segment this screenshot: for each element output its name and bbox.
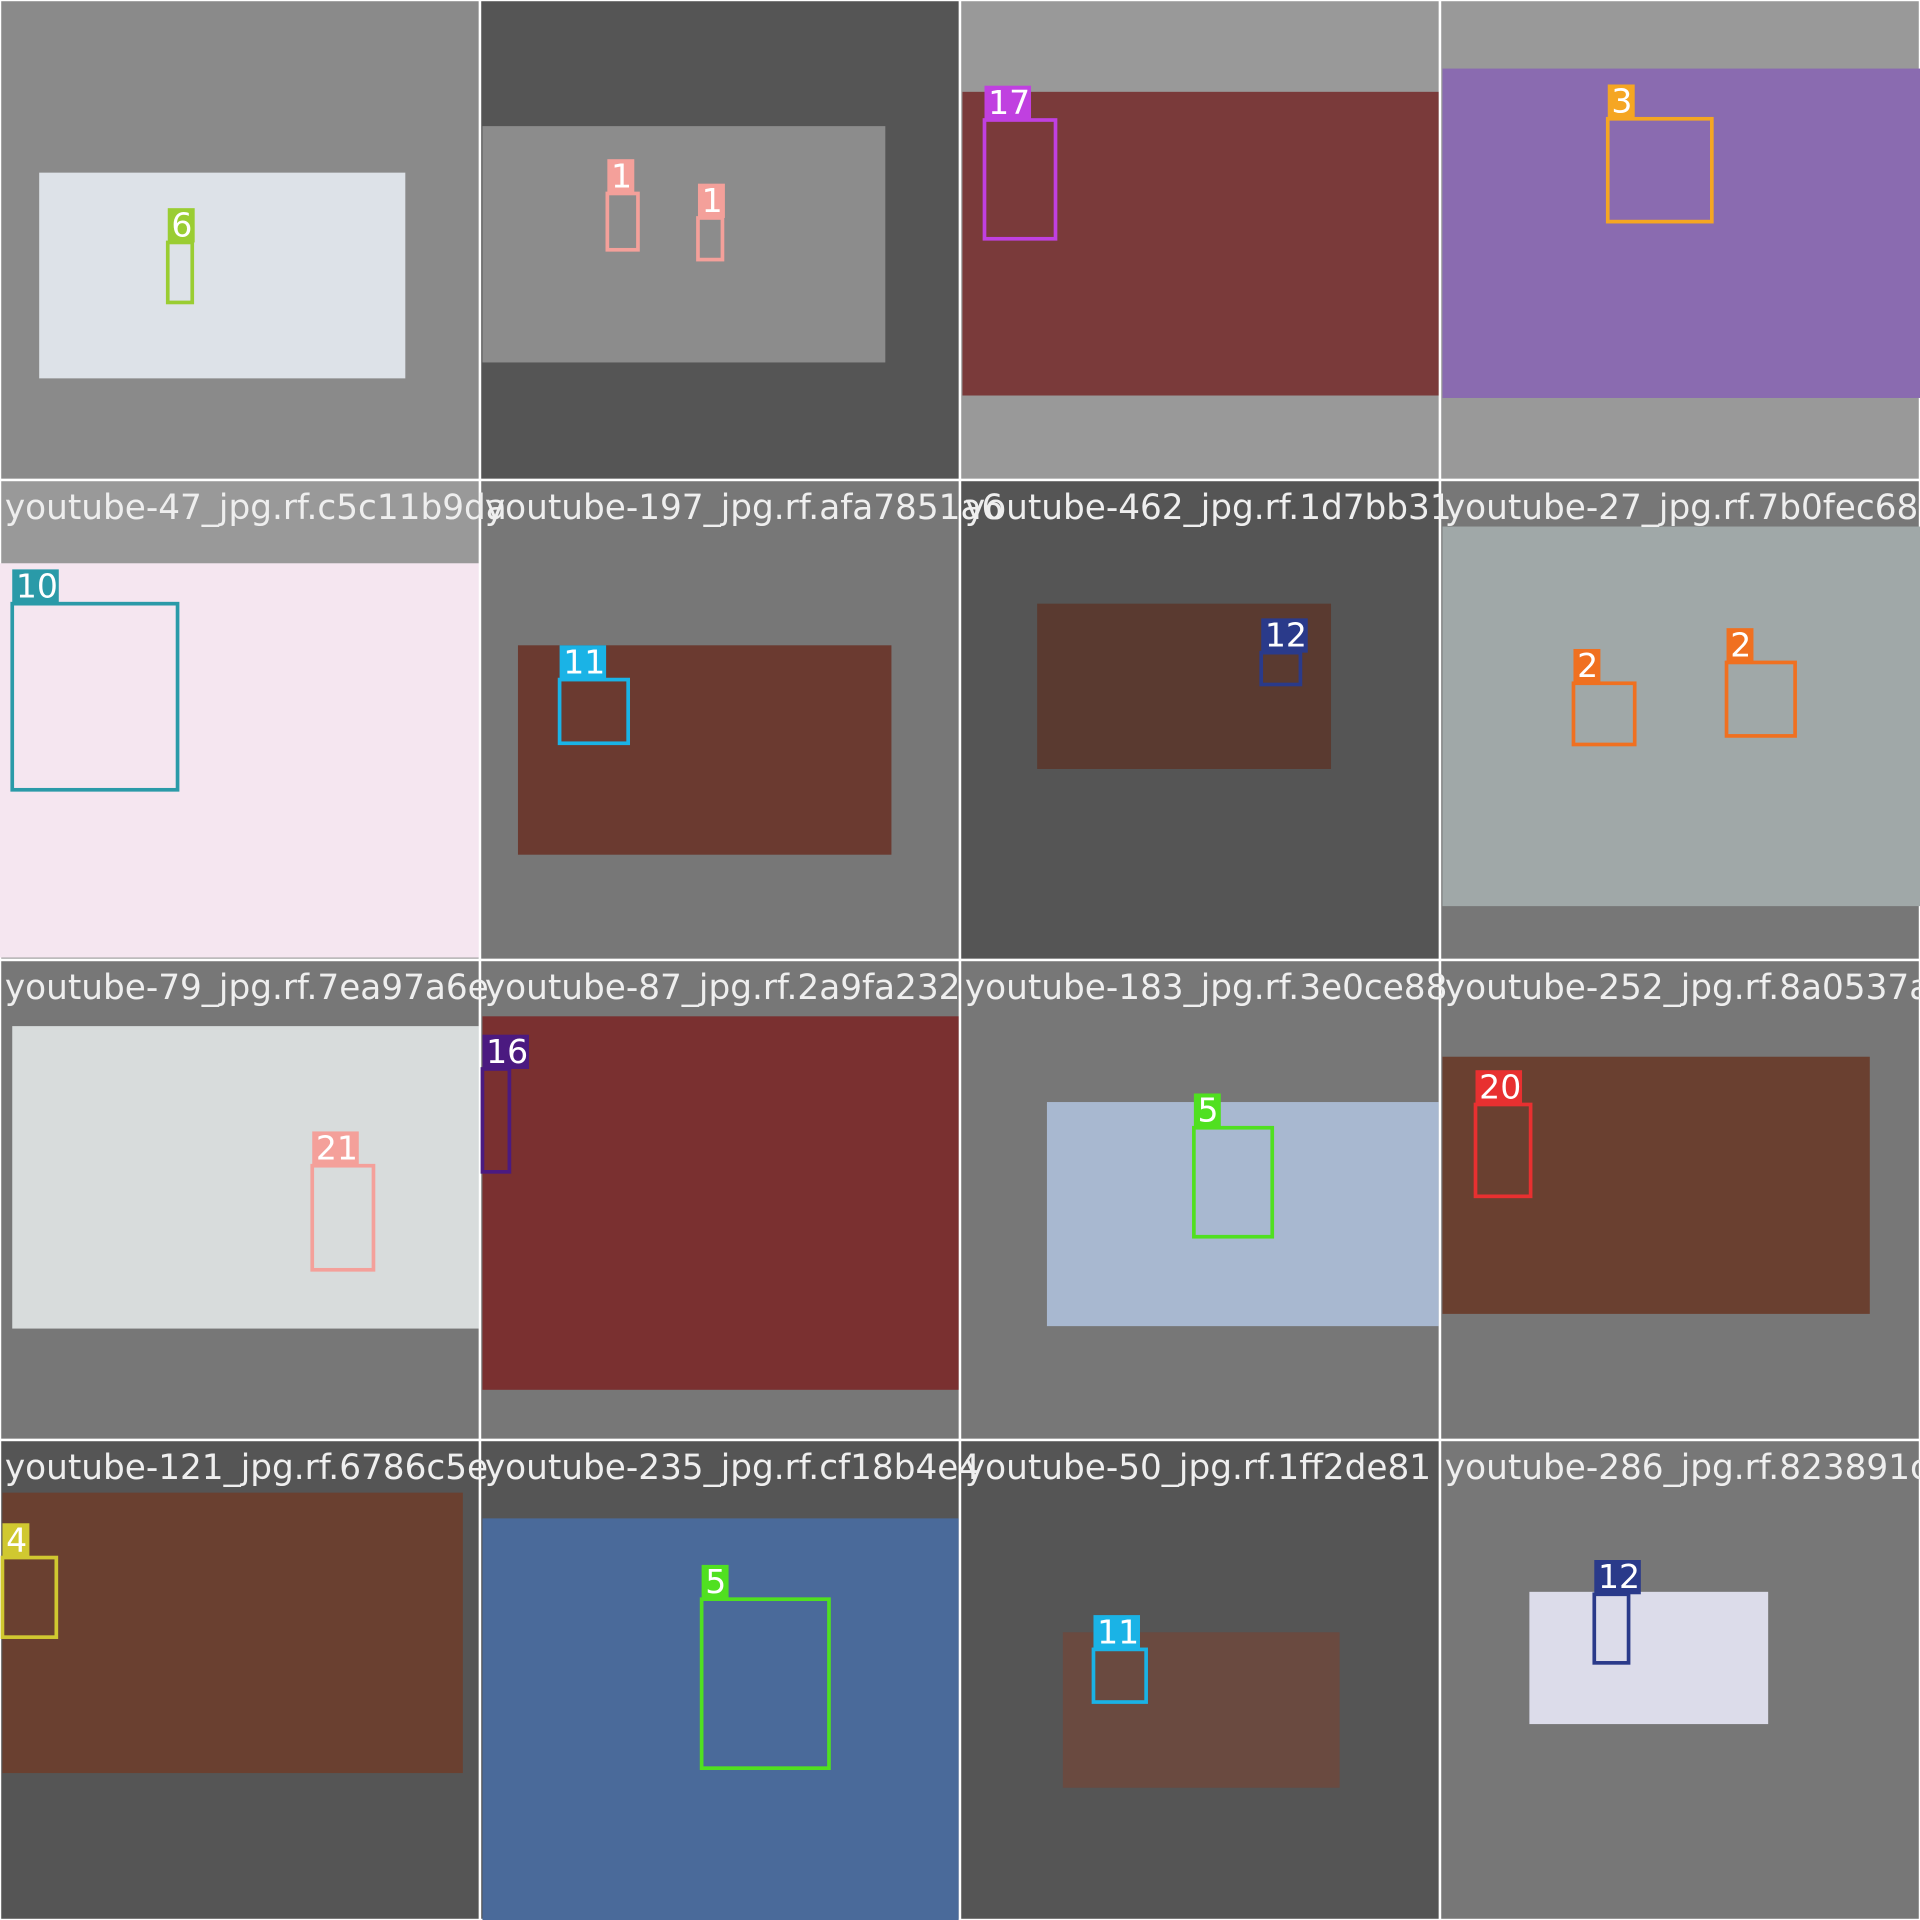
filename: youtube-252_jpg.rf.8a0537a0	[1445, 968, 1920, 1008]
box-label: 17	[988, 83, 1030, 122]
filename: youtube-286_jpg.rf.823891c	[1445, 1448, 1920, 1488]
filename: youtube-183_jpg.rf.3e0ce88	[965, 968, 1448, 1008]
bounding-box	[1605, 116, 1714, 224]
filename: youtube-87_jpg.rf.2a9fa232	[485, 968, 961, 1008]
label-background	[167, 208, 195, 243]
box-label: 12	[1598, 1557, 1640, 1596]
box-label: 2	[1577, 646, 1598, 685]
image	[482, 1016, 959, 1390]
label-background	[697, 183, 725, 218]
image	[1529, 1591, 1769, 1725]
bounding-box	[1724, 660, 1797, 738]
filename: youtube-27_jpg.rf.7b0fec68	[1445, 488, 1918, 528]
filename: youtube-197_jpg.rf.afa7851a6	[485, 488, 1003, 528]
label-background	[701, 1564, 729, 1600]
filename: youtube-79_jpg.rf.7ea97a6e	[5, 968, 489, 1008]
label-background	[1475, 1070, 1523, 1105]
bounding-box	[10, 601, 180, 792]
label-background	[2, 1523, 30, 1558]
filename: youtube-235_jpg.rf.cf18b4e4	[485, 1448, 980, 1488]
box-label: 5	[705, 1562, 726, 1601]
label-background	[984, 85, 1032, 120]
bounding-box	[1571, 681, 1637, 747]
label-background	[1093, 1615, 1140, 1650]
box-label: 20	[1479, 1067, 1521, 1106]
filename: youtube-50_jpg.rf.1ff2de81	[965, 1448, 1431, 1488]
box-label: 16	[486, 1032, 528, 1071]
box-label: 11	[1097, 1612, 1139, 1651]
image	[1442, 526, 1920, 907]
label-background	[607, 159, 635, 194]
image	[1046, 1102, 1439, 1327]
box-label: 2	[1730, 625, 1751, 664]
label-background	[1573, 648, 1601, 684]
image	[0, 563, 480, 958]
image	[12, 1026, 480, 1329]
label-background	[1261, 618, 1308, 653]
box-label: 3	[1611, 82, 1632, 121]
label-background	[559, 645, 607, 680]
label-background	[312, 1131, 359, 1166]
box-label: 10	[16, 567, 58, 606]
image	[39, 172, 406, 379]
bounding-box	[1192, 1125, 1275, 1239]
label-background	[1607, 84, 1635, 119]
box-label: 21	[316, 1129, 358, 1168]
label-background	[1193, 1093, 1221, 1128]
box-label: 6	[171, 205, 192, 244]
label-background	[1594, 1560, 1641, 1595]
bounding-box	[699, 1597, 831, 1770]
box-label: 11	[563, 642, 605, 681]
box-label: 12	[1265, 616, 1307, 655]
box-label: 5	[1198, 1091, 1219, 1130]
label-background	[12, 569, 59, 604]
filename: youtube-47_jpg.rf.c5c11b9da	[5, 488, 507, 528]
box-label: 4	[6, 1520, 27, 1559]
label-background	[482, 1034, 529, 1069]
image	[1442, 68, 1920, 398]
filename: youtube-121_jpg.rf.6786c5e	[5, 1448, 488, 1488]
label-background	[1726, 628, 1754, 663]
image	[482, 126, 886, 363]
box-label: 1	[611, 156, 632, 195]
image	[1062, 1632, 1340, 1788]
image	[2, 1492, 463, 1774]
image	[962, 91, 1439, 396]
box-label: 1	[702, 181, 723, 220]
filename: youtube-462_jpg.rf.1d7bb31	[965, 488, 1452, 528]
